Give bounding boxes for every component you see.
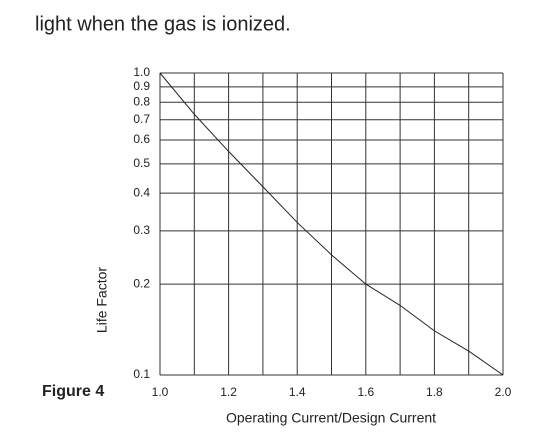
x-tick-label: 1.0 — [152, 385, 169, 399]
y-axis-title: Life Factor — [94, 267, 110, 333]
y-tick-label: 0.3 — [133, 223, 150, 237]
data-line — [159, 72, 504, 376]
x-tick-label: 1.8 — [426, 385, 443, 399]
x-tick-label: 2.0 — [495, 385, 512, 399]
x-tick-label: 1.6 — [357, 385, 374, 399]
y-tick-label: 0.7 — [133, 112, 150, 126]
figure-label: Figure 4 — [42, 383, 104, 400]
y-tick-label: 0.5 — [133, 156, 150, 170]
y-tick-label: 0.1 — [133, 367, 150, 381]
y-tick-label: 1.0 — [133, 65, 150, 79]
y-tick-label: 0.8 — [133, 94, 150, 108]
y-tick-label: 0.2 — [133, 276, 150, 290]
x-tick-label: 1.2 — [220, 385, 237, 399]
y-tick-label: 0.9 — [133, 79, 150, 93]
body-text: light when the gas is ionized. — [35, 13, 291, 35]
x-tick-label: 1.4 — [289, 385, 306, 399]
y-tick-label: 0.6 — [133, 132, 150, 146]
y-tick-label: 0.4 — [133, 185, 150, 199]
x-axis-title: Operating Current/Design Current — [226, 410, 436, 426]
